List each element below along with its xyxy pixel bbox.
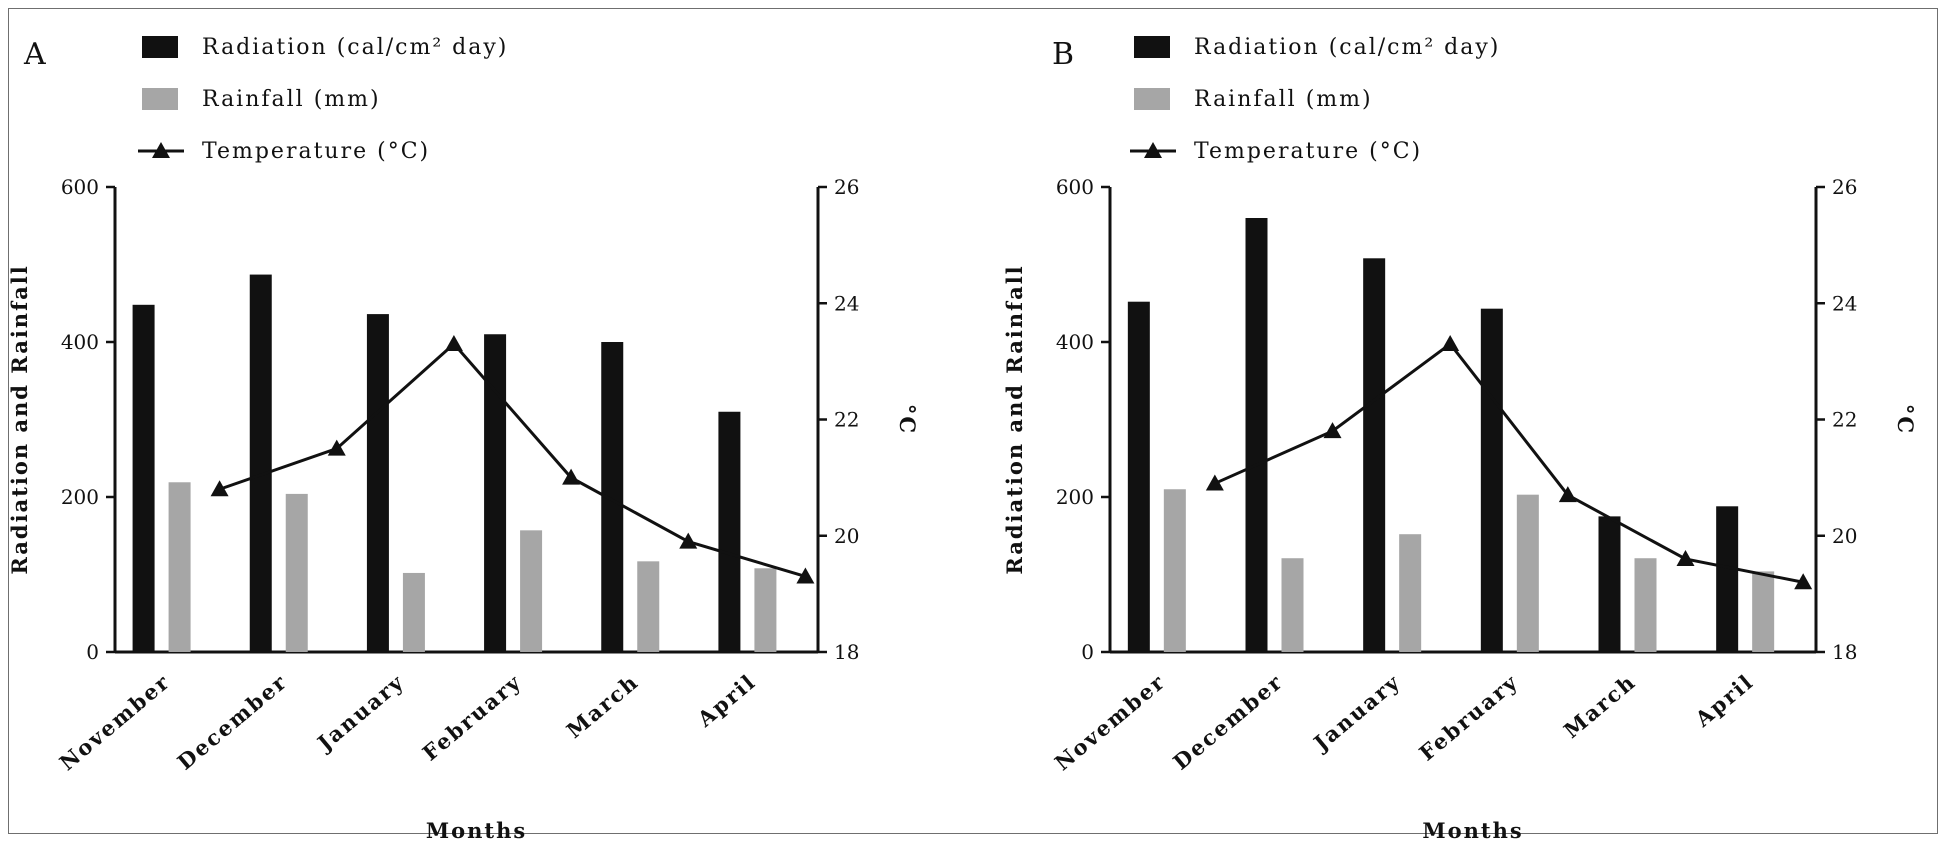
panel-b-bar-rainfall-february [1516, 494, 1539, 652]
panel-a-legend-swatch-0 [142, 36, 178, 58]
panel-a-temperature-point-april [796, 567, 815, 584]
panel-b-right-tick-label-3: 24 [1832, 291, 1857, 315]
panel-a-temperature-line [219, 341, 806, 578]
panel-a-legend-label-0: Radiation (cal/cm² day) [202, 35, 508, 60]
panel-b-right-tick-label-4: 26 [1832, 175, 1857, 199]
panel-a-category-label-2: January [311, 669, 409, 757]
panel-a-category-label-5: April [692, 669, 761, 733]
panel-a-temperature-point-november [210, 480, 229, 497]
panel-b-legend-label-2: Temperature (°C) [1194, 139, 1422, 164]
panel-a-y-axis-title: Radiation and Rainfall [7, 264, 32, 574]
panel-a-letter: A [23, 37, 46, 72]
panel-a-category-label-0: November [54, 669, 174, 776]
panel-a-bar-rainfall-february [520, 530, 543, 652]
panel-a-legend-label-2: Temperature (°C) [202, 139, 430, 164]
panel-b-left-tick-label-3: 600 [1056, 175, 1094, 199]
panel-b-temperature-point-december [1323, 422, 1342, 439]
panel-b-category-label-2: January [1307, 669, 1405, 757]
panel-a-category-label-4: March [562, 669, 644, 743]
panel-b-bar-rainfall-december [1281, 558, 1304, 652]
panel-b-legend-marker [1144, 142, 1162, 158]
panel-b-category-label-4: March [1559, 669, 1641, 743]
panel-a-bar-rainfall-december [285, 493, 308, 652]
panel-a-bar-radiation-november [132, 304, 155, 652]
panel-a-right-axis-title: °C [895, 404, 920, 435]
panel-b-y-axis-title: Radiation and Rainfall [1002, 264, 1027, 574]
panel-a-bar-radiation-march [601, 342, 624, 652]
panel-a-left-tick-label-1: 200 [61, 485, 99, 509]
panel-a-right-tick-label-2: 22 [834, 408, 859, 432]
panel-b-temperature-point-january [1441, 334, 1460, 351]
panel-b-left-tick-label-0: 0 [1081, 640, 1094, 664]
panel-a-right-tick-label-4: 26 [834, 175, 859, 199]
panel-a-left-tick-label-3: 600 [61, 175, 99, 199]
panel-b-right-tick-label-1: 20 [1832, 524, 1857, 548]
panel-b-category-label-0: November [1050, 669, 1170, 776]
panel-b-category-label-3: February [1414, 669, 1523, 766]
panel-b-temperature-point-march [1676, 550, 1695, 566]
panel-b-category-label-5: April [1689, 669, 1758, 733]
panel-a-right-tick-label-0: 18 [834, 640, 859, 664]
panel-a-temperature-point-december [327, 439, 346, 456]
panel-a-bar-radiation-december [249, 274, 272, 652]
panel-a-bar-radiation-april [718, 411, 741, 652]
panel-a-left-tick-label-0: 0 [86, 640, 99, 664]
panel-b-right-tick-label-2: 22 [1832, 408, 1857, 432]
panel-b-bar-rainfall-november [1163, 489, 1186, 652]
panel-b-left-tick-label-2: 400 [1056, 330, 1094, 354]
panel-a-right-tick-label-3: 24 [834, 291, 859, 315]
panel-b-legend-label-0: Radiation (cal/cm² day) [1194, 35, 1500, 60]
panel-b-category-label-1: December [1168, 669, 1288, 775]
panel-b-left-tick-label-1: 200 [1056, 485, 1094, 509]
panel-b-right-tick-label-0: 18 [1832, 640, 1857, 664]
panel-a-category-label-3: February [418, 669, 527, 766]
panel-b-temperature-point-april [1794, 573, 1813, 590]
panel-a-bar-rainfall-november [168, 482, 191, 652]
panel-b-bar-rainfall-january [1399, 534, 1422, 652]
panel-a-x-axis-title: Months [426, 818, 527, 843]
panel-b-bar-radiation-february [1480, 308, 1503, 652]
panel-a-temperature-point-march [679, 532, 698, 549]
panel-a-legend-marker [152, 142, 170, 158]
panel-b-temperature-point-february [1558, 486, 1577, 503]
panel-b-letter: B [1052, 37, 1074, 72]
panel-b-bar-rainfall-april [1752, 571, 1775, 652]
panel-b-right-axis-title: °C [1893, 404, 1918, 435]
panel-b-legend-swatch-0 [1134, 36, 1170, 58]
panel-b-bar-radiation-november [1127, 301, 1150, 652]
panel-a-bar-radiation-january [366, 314, 389, 652]
panel-a-bar-rainfall-april [754, 568, 777, 652]
panel-b-x-axis-title: Months [1422, 818, 1523, 843]
panel-b-bar-radiation-december [1245, 218, 1268, 652]
panel-a-right-tick-label-1: 20 [834, 524, 859, 548]
panel-a-bar-rainfall-january [402, 572, 425, 652]
figure-frame [8, 8, 1938, 834]
panel-a-temperature-point-february [562, 468, 581, 485]
panel-b-temperature-line [1214, 341, 1804, 584]
panel-a-legend-label-1: Rainfall (mm) [202, 87, 381, 112]
panel-a-left-tick-label-2: 400 [61, 330, 99, 354]
panel-a-legend-swatch-1 [142, 88, 178, 110]
panel-b-legend-label-1: Rainfall (mm) [1194, 87, 1373, 112]
panel-b-bar-rainfall-march [1634, 558, 1657, 652]
panel-b-temperature-point-november [1205, 474, 1224, 491]
panel-b-bar-radiation-march [1598, 516, 1621, 652]
panel-a-category-label-1: December [172, 669, 292, 775]
panel-b-bar-radiation-january [1363, 258, 1386, 652]
panel-b-legend-swatch-1 [1134, 88, 1170, 110]
panel-a-bar-radiation-february [484, 334, 507, 652]
panel-a-temperature-point-january [444, 334, 463, 351]
panel-b-bar-radiation-april [1716, 506, 1739, 652]
panel-a-bar-rainfall-march [637, 561, 660, 652]
